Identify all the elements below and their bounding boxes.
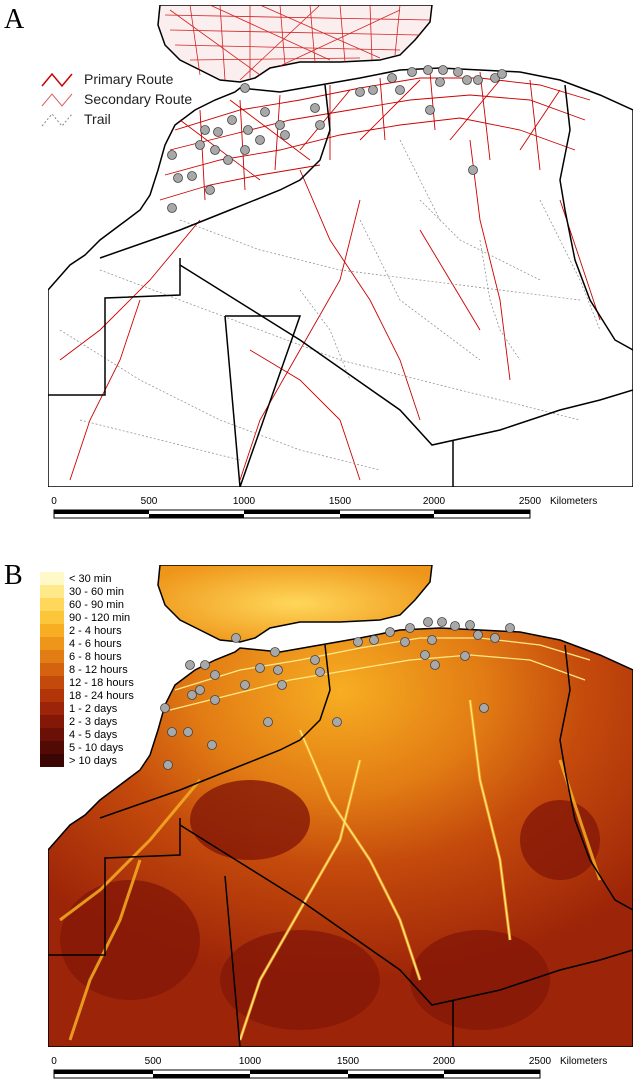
scale-a-tick-1500: 1500 — [329, 496, 352, 507]
panel-b-scale-bar: 0 500 1000 1500 2000 2500 Kilometers — [51, 1056, 607, 1079]
scale-b-unit: Kilometers — [560, 1056, 607, 1067]
panel-b-label: B — [4, 560, 23, 591]
legend-b-label-4: 2 - 4 hours — [69, 625, 122, 637]
legend-b-label-14: > 10 days — [69, 755, 118, 767]
legend-b-swatch-2 — [40, 598, 64, 611]
iberia-landmass — [157, 5, 433, 83]
scale-a-unit: Kilometers — [550, 496, 597, 507]
settlement-points-b — [160, 617, 515, 770]
legend-b-swatch-4 — [40, 624, 64, 637]
settlement-points — [167, 65, 507, 213]
panel-a-legend: Primary Route Secondary Route Trail — [41, 71, 192, 127]
legend-b-label-7: 8 - 12 hours — [69, 664, 128, 676]
legend-b-swatch-6 — [40, 650, 64, 663]
legend-b-swatch-14 — [40, 754, 64, 767]
legend-b-label-12: 4 - 5 days — [69, 729, 118, 741]
scale-a-tick-1000: 1000 — [233, 496, 256, 507]
scale-a-tick-500: 500 — [141, 496, 158, 507]
scale-b-tick-1000: 1000 — [239, 1056, 262, 1067]
scale-b-tick-1500: 1500 — [337, 1056, 360, 1067]
legend-b-label-3: 90 - 120 min — [69, 612, 130, 624]
scale-b-tick-2500: 2500 — [529, 1056, 552, 1067]
scale-b-tick-2000: 2000 — [433, 1056, 456, 1067]
legend-b-label-9: 18 - 24 hours — [69, 690, 134, 702]
scale-b-tick-0: 0 — [51, 1056, 57, 1067]
legend-b-swatch-3 — [40, 611, 64, 624]
legend-b-swatch-11 — [40, 715, 64, 728]
legend-b-swatch-7 — [40, 663, 64, 676]
panel-a-road-map: Primary Route Secondary Route Trail 0 50… — [41, 5, 633, 519]
legend-b-swatch-0 — [40, 572, 64, 585]
scale-b-tick-500: 500 — [145, 1056, 162, 1067]
legend-b-swatch-13 — [40, 741, 64, 754]
scale-a-tick-2500: 2500 — [519, 496, 542, 507]
legend-b-label-13: 5 - 10 days — [69, 742, 124, 754]
iberia-landmass-b — [157, 565, 433, 643]
legend-b-swatch-8 — [40, 676, 64, 689]
legend-b-swatch-1 — [40, 585, 64, 598]
legend-b-swatch-12 — [40, 728, 64, 741]
scale-a-tick-0: 0 — [51, 496, 57, 507]
legend-b-label-0: < 30 min — [69, 573, 112, 585]
legend-b-label-10: 1 - 2 days — [69, 703, 118, 715]
legend-b-label-6: 6 - 8 hours — [69, 651, 122, 663]
legend-trail: Trail — [84, 111, 111, 127]
panel-a-scale-bar: 0 500 1000 1500 2000 2500 Kilometers — [51, 496, 597, 519]
legend-b-swatch-10 — [40, 702, 64, 715]
scale-a-tick-2000: 2000 — [423, 496, 446, 507]
legend-b-swatch-5 — [40, 637, 64, 650]
legend-b-swatch-9 — [40, 689, 64, 702]
legend-b-label-8: 12 - 18 hours — [69, 677, 134, 689]
legend-b-label-5: 4 - 6 hours — [69, 638, 122, 650]
legend-primary-route: Primary Route — [84, 71, 174, 87]
panel-a-label: A — [4, 4, 25, 35]
legend-b-label-2: 60 - 90 min — [69, 599, 124, 611]
legend-b-label-11: 2 - 3 days — [69, 716, 118, 728]
legend-b-label-1: 30 - 60 min — [69, 586, 124, 598]
legend-secondary-route: Secondary Route — [84, 91, 192, 107]
